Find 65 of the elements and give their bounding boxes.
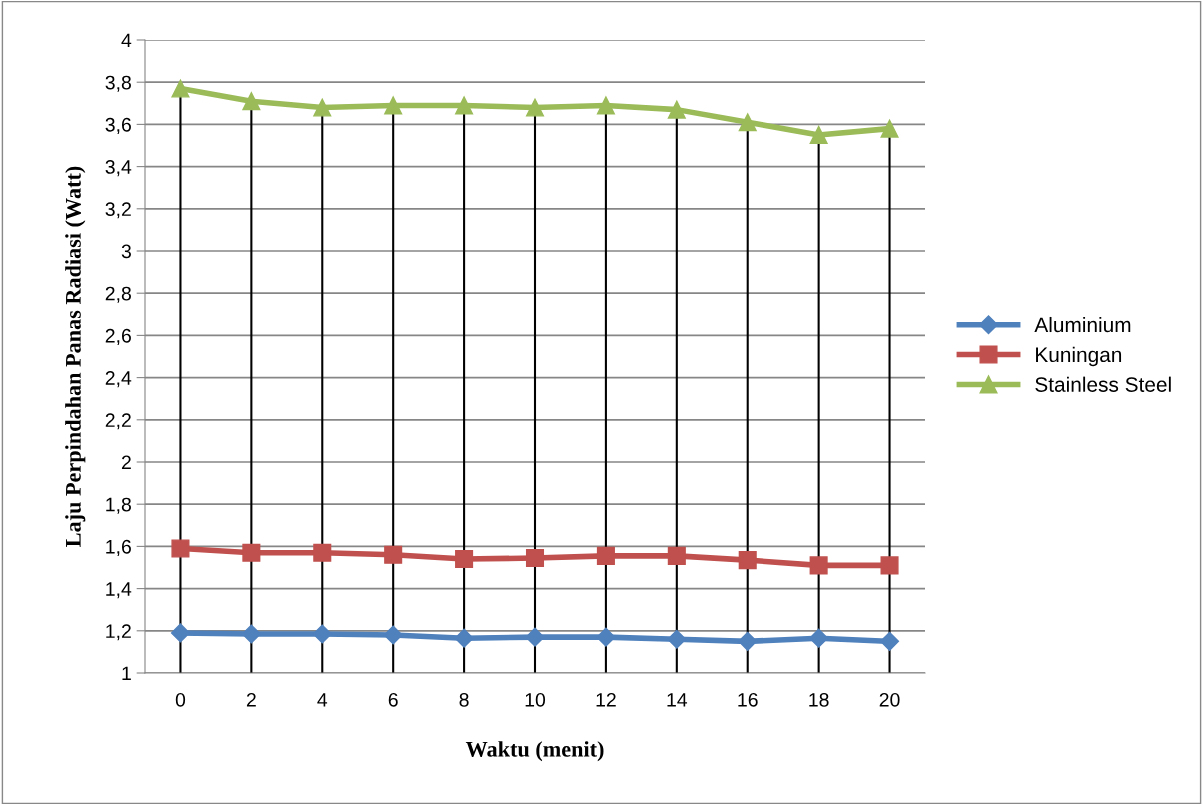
y-tick-label: 2,6 bbox=[105, 328, 131, 345]
point bbox=[171, 539, 190, 558]
x-tick-label: 2 bbox=[246, 692, 256, 707]
x-axis-title: Waktu (menit) bbox=[465, 741, 604, 762]
point bbox=[596, 546, 615, 565]
x-tick-label: 0 bbox=[175, 692, 186, 707]
y-tick-label: 2,8 bbox=[105, 286, 131, 303]
point bbox=[880, 556, 899, 575]
y-tick-label: 1,2 bbox=[106, 624, 131, 641]
point bbox=[241, 624, 261, 644]
point bbox=[738, 113, 757, 132]
point bbox=[880, 631, 900, 651]
point bbox=[455, 550, 474, 569]
point bbox=[525, 98, 545, 117]
y-tick-label: 2,4 bbox=[105, 371, 132, 388]
y-tick-label: 1,8 bbox=[106, 497, 131, 514]
y-tick-label: 3,6 bbox=[105, 117, 131, 134]
point bbox=[809, 628, 829, 648]
x-tick-label: 4 bbox=[317, 693, 328, 707]
point bbox=[454, 628, 474, 648]
y-tick-label: 2 bbox=[121, 455, 131, 470]
x-tick-label: 6 bbox=[388, 692, 398, 707]
point bbox=[455, 96, 474, 115]
x-tick-label: 20 bbox=[879, 692, 900, 707]
point bbox=[667, 100, 686, 119]
point bbox=[596, 627, 616, 647]
y-tick-label: 3,2 bbox=[105, 202, 131, 219]
point bbox=[313, 543, 332, 562]
x-tick-label: 12 bbox=[596, 692, 616, 707]
point bbox=[170, 623, 190, 643]
point bbox=[313, 98, 332, 117]
point bbox=[525, 627, 545, 647]
point bbox=[667, 546, 686, 565]
x-tick-label: 14 bbox=[667, 693, 688, 707]
x-tick-label: 18 bbox=[809, 692, 829, 707]
point bbox=[242, 92, 261, 111]
y-tick-label: 1,4 bbox=[106, 582, 132, 599]
y-axis-title: Laju Perpindahan Panas Radiasi (Watt) bbox=[65, 166, 86, 547]
x-tick-label: 8 bbox=[459, 692, 469, 707]
point bbox=[384, 96, 403, 115]
y-tick-label: 3,8 bbox=[105, 75, 131, 92]
x-tick-label: 16 bbox=[738, 692, 758, 707]
legend-label: Aluminium bbox=[1034, 316, 1131, 333]
y-tick-label: 2,2 bbox=[105, 413, 131, 430]
legend-label: Kuningan bbox=[1036, 346, 1122, 367]
point bbox=[667, 629, 687, 649]
legend-label: Stainless Steel bbox=[1035, 376, 1171, 392]
point bbox=[242, 543, 261, 562]
point bbox=[525, 548, 545, 568]
point bbox=[809, 125, 828, 144]
y-tick-label: 3 bbox=[121, 244, 131, 259]
point bbox=[312, 624, 332, 644]
x-tick-label: 10 bbox=[525, 692, 546, 707]
y-tick-label: 1,6 bbox=[106, 539, 131, 556]
point bbox=[809, 556, 828, 575]
point bbox=[738, 551, 757, 570]
point bbox=[171, 79, 190, 98]
point bbox=[384, 545, 403, 564]
y-tick-label: 3,4 bbox=[105, 160, 132, 177]
y-tick-label: 4 bbox=[121, 33, 132, 48]
point bbox=[880, 119, 899, 138]
y-tick-label: 1 bbox=[122, 666, 131, 681]
point bbox=[738, 631, 758, 651]
point bbox=[383, 625, 403, 645]
point bbox=[596, 96, 615, 115]
